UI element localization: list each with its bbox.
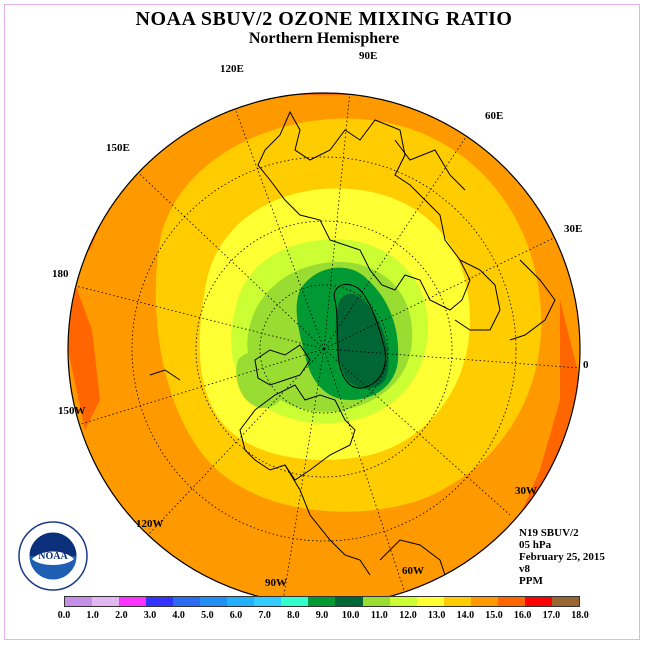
colorbar-tick-label: 8.0 [287, 610, 300, 621]
colorbar-tick-label: 5.0 [201, 610, 214, 621]
colorbar-tick-label: 1.0 [86, 610, 99, 621]
noaa-logo: NOAA [18, 521, 88, 591]
colorbar-segment [551, 597, 579, 606]
south-america-coast [379, 539, 451, 591]
longitude-label-60w: 60W [402, 565, 424, 577]
colorbar-tick-label: 6.0 [229, 610, 243, 621]
lat-circle-50 [195, 220, 453, 478]
colorbar-segment [497, 597, 525, 606]
europe-coast [454, 259, 501, 331]
colorbar-segment [200, 597, 228, 606]
colorbar-tick-label: 18.0 [571, 610, 589, 621]
colorbar-tick-label: 9.0 [315, 610, 329, 621]
colorbar-segment [146, 597, 174, 606]
colorbar [64, 596, 580, 607]
longitude-label-90w: 90W [265, 577, 287, 589]
longitude-label-150w: 150W [58, 405, 86, 417]
longitude-label-60e: 60E [485, 110, 504, 122]
colorbar-ticks: 0.0 1.0 2.0 3.0 4.0 5.0 6.0 7.0 8.0 9.0 10.0 11.0 12… [58, 610, 589, 624]
central-america-coast [284, 464, 371, 576]
meridian-90e [323, 93, 353, 350]
greenland-coast [333, 283, 387, 389]
units-label: PPM [519, 575, 543, 587]
contour-16-west [68, 270, 100, 430]
longitude-label-30e: 30E [564, 223, 583, 235]
colorbar-segment [65, 597, 93, 606]
eurasia-coast [257, 110, 471, 311]
colorbar-tick-label: 15.0 [485, 610, 503, 621]
meridian-60e [323, 121, 477, 350]
longitude-label-120w: 120W [136, 518, 164, 530]
colorbar-tick-label: 3.0 [143, 610, 157, 621]
longitude-label-30w: 30W [515, 485, 537, 497]
africa-mideast-coast [509, 259, 556, 341]
date-label: February 25, 2015 [519, 551, 605, 563]
logo-text: NOAA [38, 551, 68, 562]
colorbar-tick-label: 2.0 [115, 610, 128, 621]
colorbar-segment [470, 597, 498, 606]
colorbar-tick-label: 14.0 [456, 610, 475, 621]
product-info: N19 SBUV/2 05 hPa February 25, 2015 v8 P… [519, 527, 605, 587]
colorbar-segment [362, 597, 390, 606]
colorbar-tick-label: 4.0 [172, 610, 185, 621]
map-title: NOAA SBUV/2 OZONE MIXING RATIO [135, 8, 513, 30]
colorbar-segment [281, 597, 309, 606]
meridian-90w [282, 348, 325, 602]
colorbar-tick-label: 11.0 [370, 610, 388, 621]
colorbar-segment [173, 597, 201, 606]
canadian-arctic-coast [254, 344, 311, 386]
meridian-60w [323, 348, 406, 594]
colorbar-segment [254, 597, 282, 606]
longitude-label-150e: 150E [106, 142, 130, 154]
meridian-0 [323, 348, 580, 369]
map-subtitle: Northern Hemisphere [248, 30, 400, 47]
colorbar-segment [227, 597, 255, 606]
colorbar-segment [308, 597, 336, 606]
meridian-180 [71, 284, 325, 350]
lat-circle-30 [131, 156, 517, 542]
pressure-level-label: 05 hPa [519, 539, 552, 551]
meridian-150e [124, 159, 325, 350]
colorbar-tick-label: 16.0 [513, 610, 532, 621]
longitude-label-120e: 120E [220, 63, 244, 75]
lat-circle-70 [259, 284, 389, 414]
meridian-30w [323, 348, 511, 516]
colorbar-segment [335, 597, 363, 606]
page-frame [4, 4, 640, 640]
alaska-islands-coast [149, 369, 181, 381]
graticule [71, 93, 580, 602]
colorbar-segment [119, 597, 147, 606]
colorbar-tick-label: 10.0 [341, 610, 360, 621]
colorbar-tick-label: 12.0 [399, 610, 417, 621]
ozone-field [68, 93, 580, 605]
contour-16-east [500, 300, 580, 560]
north-america-coast [239, 384, 356, 481]
longitude-label-90e: 90E [359, 50, 378, 62]
meridian-120w [147, 348, 325, 536]
meridian-150w [77, 348, 325, 426]
longitude-label-0: 0 [583, 359, 589, 371]
satellite-label: N19 SBUV/2 [519, 527, 579, 539]
colorbar-tick-label: 0.0 [57, 610, 71, 621]
meridian-120e [229, 94, 325, 350]
longitude-label-180: 180 [52, 268, 69, 280]
colorbar-segment [443, 597, 471, 606]
colorbar-segment [92, 597, 120, 606]
version-label: v8 [519, 563, 530, 575]
coastlines [149, 110, 556, 591]
colorbar-tick-label: 13.0 [427, 610, 446, 621]
colorbar-segment [416, 597, 444, 606]
colorbar-segment [389, 597, 417, 606]
colorbar-tick-label: 17.0 [542, 610, 561, 621]
colorbar-tick-label: 7.0 [258, 610, 271, 621]
colorbar-segment [524, 597, 552, 606]
siberia-coast [394, 139, 466, 191]
